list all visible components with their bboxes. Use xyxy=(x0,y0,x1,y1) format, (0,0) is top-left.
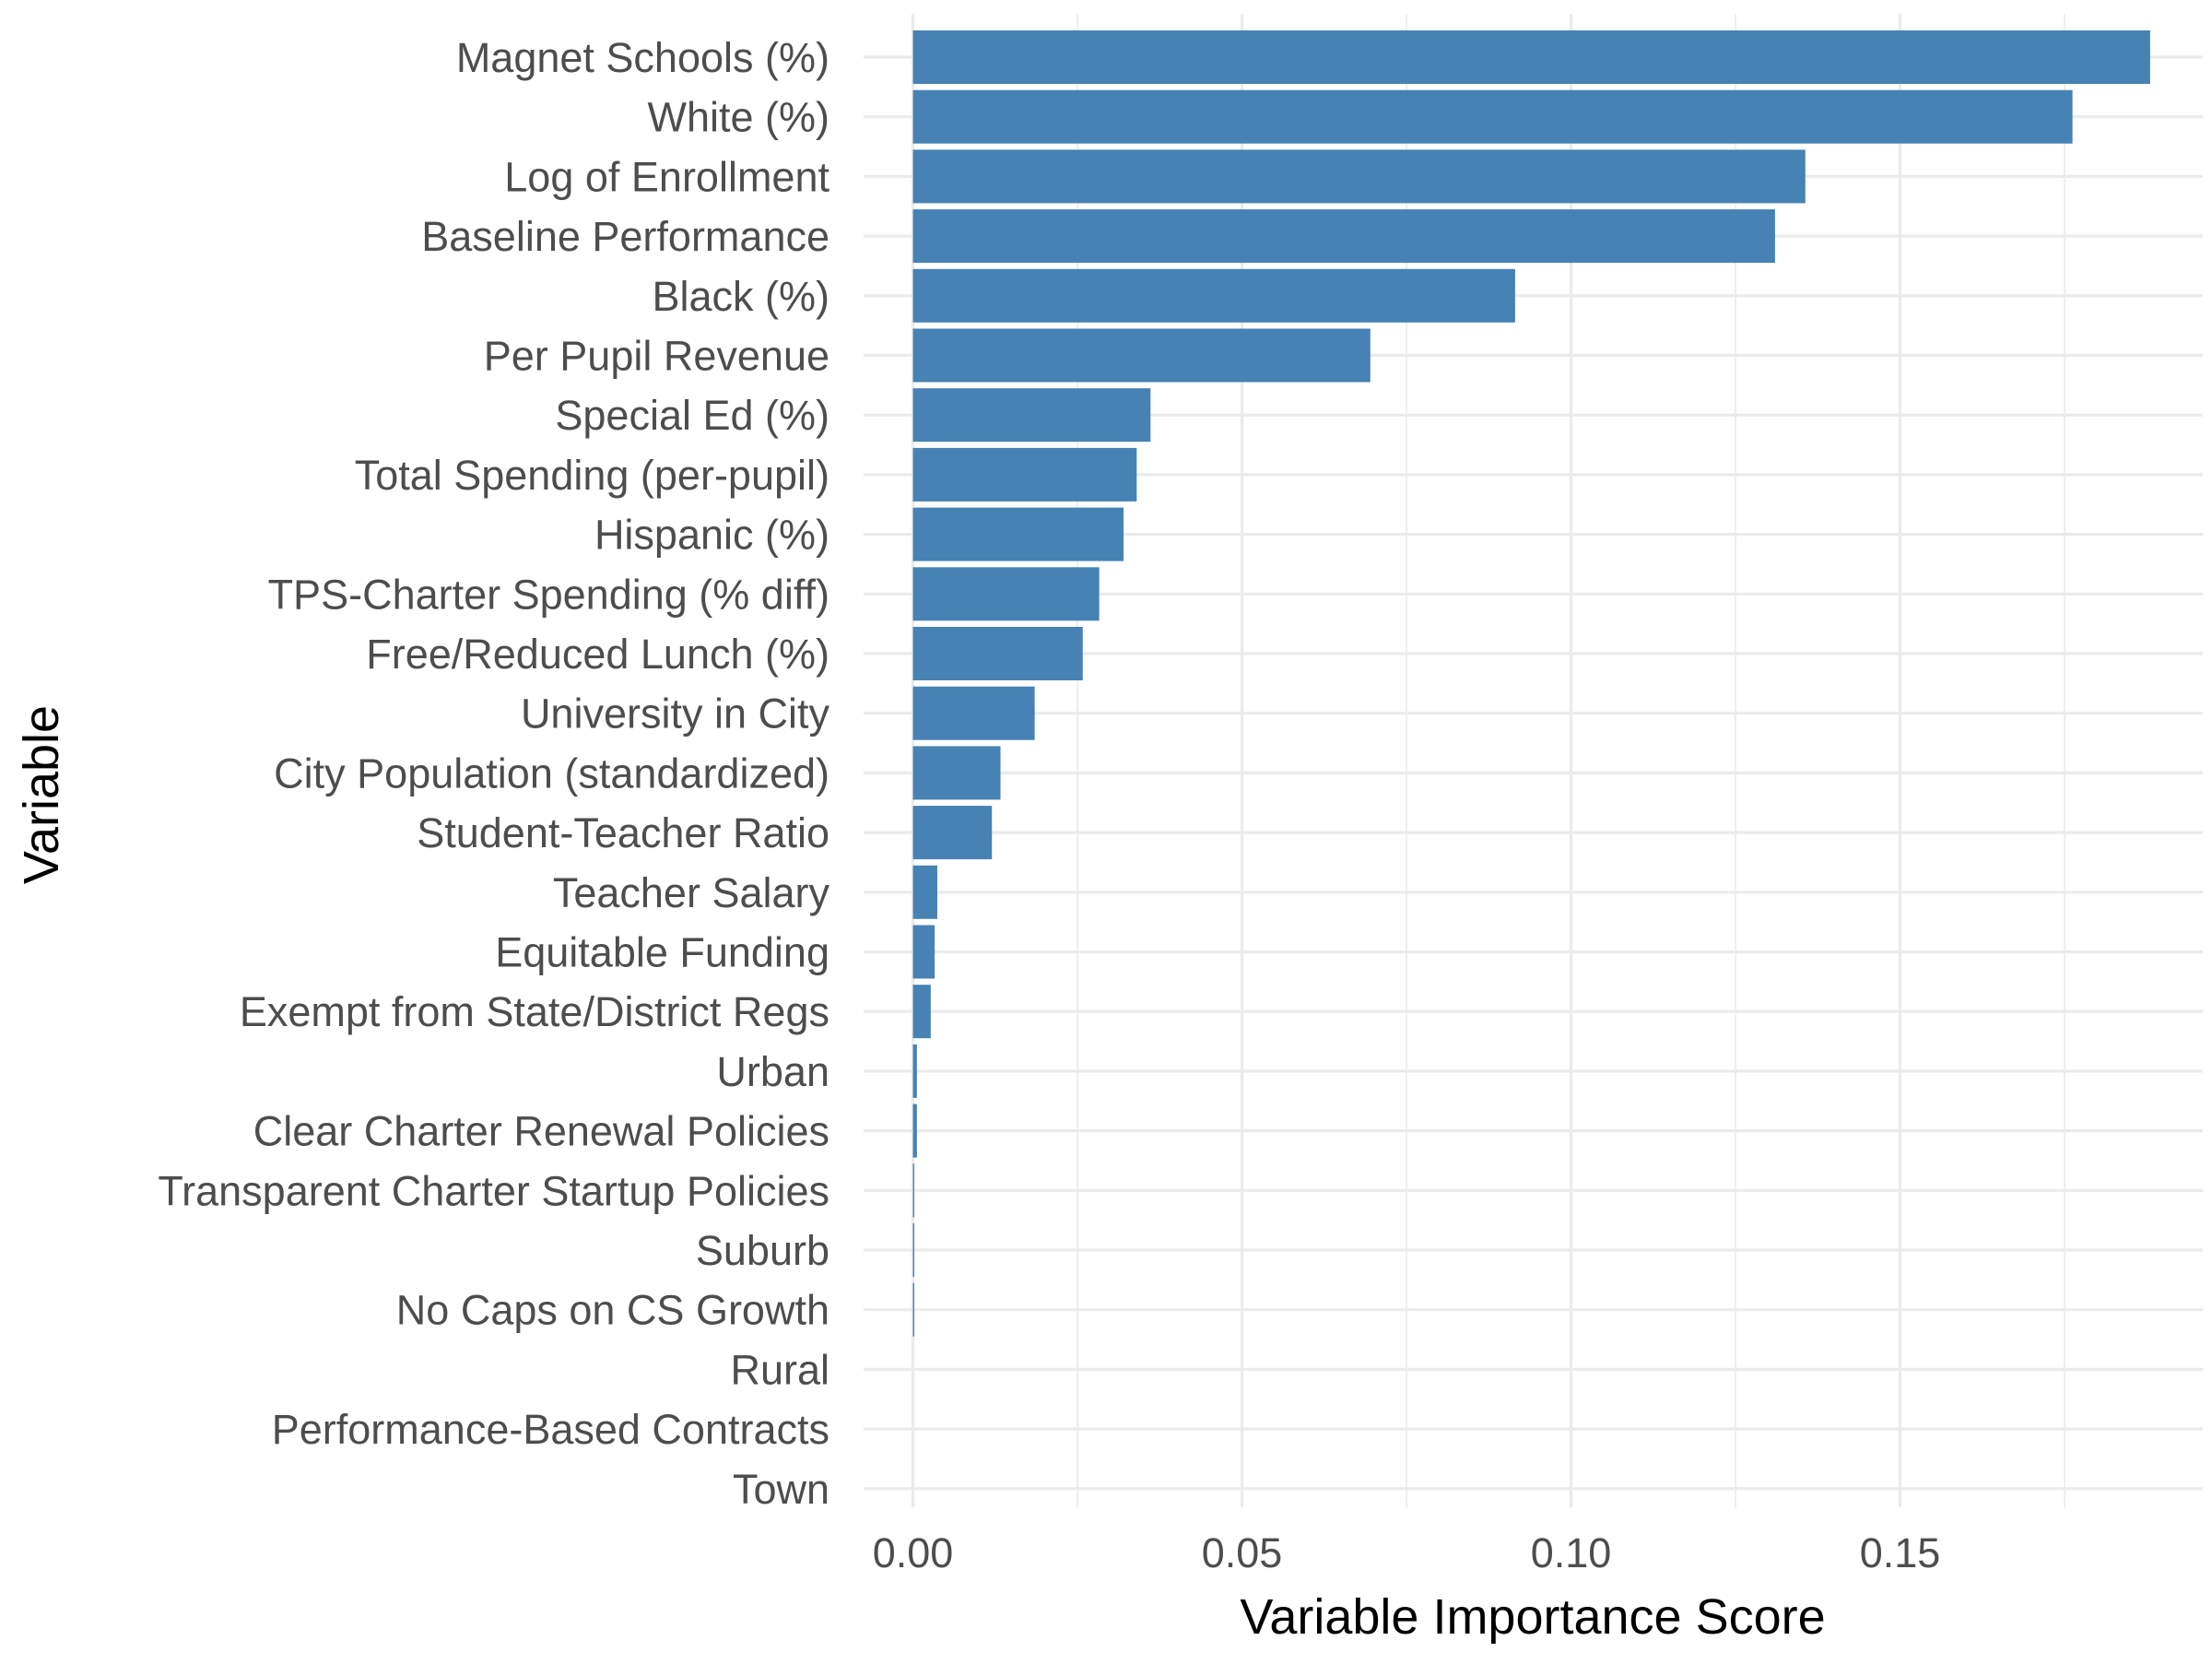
y-tick-label: Equitable Funding xyxy=(495,929,830,976)
bar xyxy=(912,1163,914,1218)
y-tick-labels: Magnet Schools (%) White (%) Log of Enroll… xyxy=(158,34,830,1513)
bar xyxy=(912,746,1001,800)
y-tick-label: Performance-Based Contracts xyxy=(272,1406,830,1453)
y-tick-label: Special Ed (%) xyxy=(555,392,830,439)
bar xyxy=(912,388,1151,443)
x-tick-label: 0.00 xyxy=(873,1529,954,1576)
y-tick-label: Transparent Charter Startup Policies xyxy=(158,1167,830,1214)
x-tick-label: 0.05 xyxy=(1202,1529,1283,1576)
y-tick-label: White (%) xyxy=(647,94,830,141)
bar xyxy=(912,627,1083,680)
y-tick-label: Total Spending (per-pupil) xyxy=(355,452,830,499)
y-tick-label: No Caps on CS Growth xyxy=(396,1287,830,1334)
bar xyxy=(912,507,1124,561)
y-tick-label: Free/Reduced Lunch (%) xyxy=(366,631,830,678)
bar xyxy=(912,268,1515,323)
bar xyxy=(912,865,937,919)
y-tick-label: Baseline Performance xyxy=(421,213,830,260)
bar xyxy=(912,447,1137,502)
y-tick-label: Teacher Salary xyxy=(553,869,830,916)
bars-layer xyxy=(912,30,2150,1337)
y-axis-title: Variable xyxy=(14,705,69,884)
x-tick-label: 0.10 xyxy=(1531,1529,1612,1576)
y-tick-label: Black (%) xyxy=(652,273,830,320)
y-tick-label: Student-Teacher Ratio xyxy=(417,809,830,856)
y-tick-label: Per Pupil Revenue xyxy=(484,333,830,380)
bar xyxy=(912,149,1806,204)
bar xyxy=(912,567,1100,621)
bar xyxy=(912,686,1035,740)
y-tick-label: University in City xyxy=(521,690,830,738)
bar xyxy=(912,1282,914,1337)
x-tick-labels: 0.00 0.05 0.10 0.15 xyxy=(873,1529,1941,1576)
x-tick-label: 0.15 xyxy=(1860,1529,1941,1576)
y-tick-label: Suburb xyxy=(696,1227,830,1274)
y-tick-label: City Population (standardized) xyxy=(274,749,830,797)
bar xyxy=(912,925,935,979)
bar xyxy=(912,985,931,1039)
bar xyxy=(912,1223,914,1277)
x-axis-title: Variable Importance Score xyxy=(1240,1589,1825,1645)
bar xyxy=(912,89,2073,144)
y-tick-label: Log of Enrollment xyxy=(504,153,830,200)
bar xyxy=(912,328,1371,383)
y-tick-label: Town xyxy=(733,1466,830,1513)
y-tick-label: Rural xyxy=(730,1346,830,1393)
bar xyxy=(912,1103,917,1158)
bar xyxy=(912,209,1775,264)
bar xyxy=(912,806,993,860)
y-tick-label: Hispanic (%) xyxy=(594,512,830,559)
bar xyxy=(912,1044,917,1098)
y-tick-label: Urban xyxy=(716,1048,830,1095)
y-tick-label: Clear Charter Renewal Policies xyxy=(253,1108,830,1155)
y-tick-label: Exempt from State/District Regs xyxy=(240,988,830,1035)
y-tick-label: Magnet Schools (%) xyxy=(456,34,830,81)
y-tick-label: TPS-Charter Spending (% diff) xyxy=(268,571,830,618)
bar xyxy=(912,30,2150,84)
